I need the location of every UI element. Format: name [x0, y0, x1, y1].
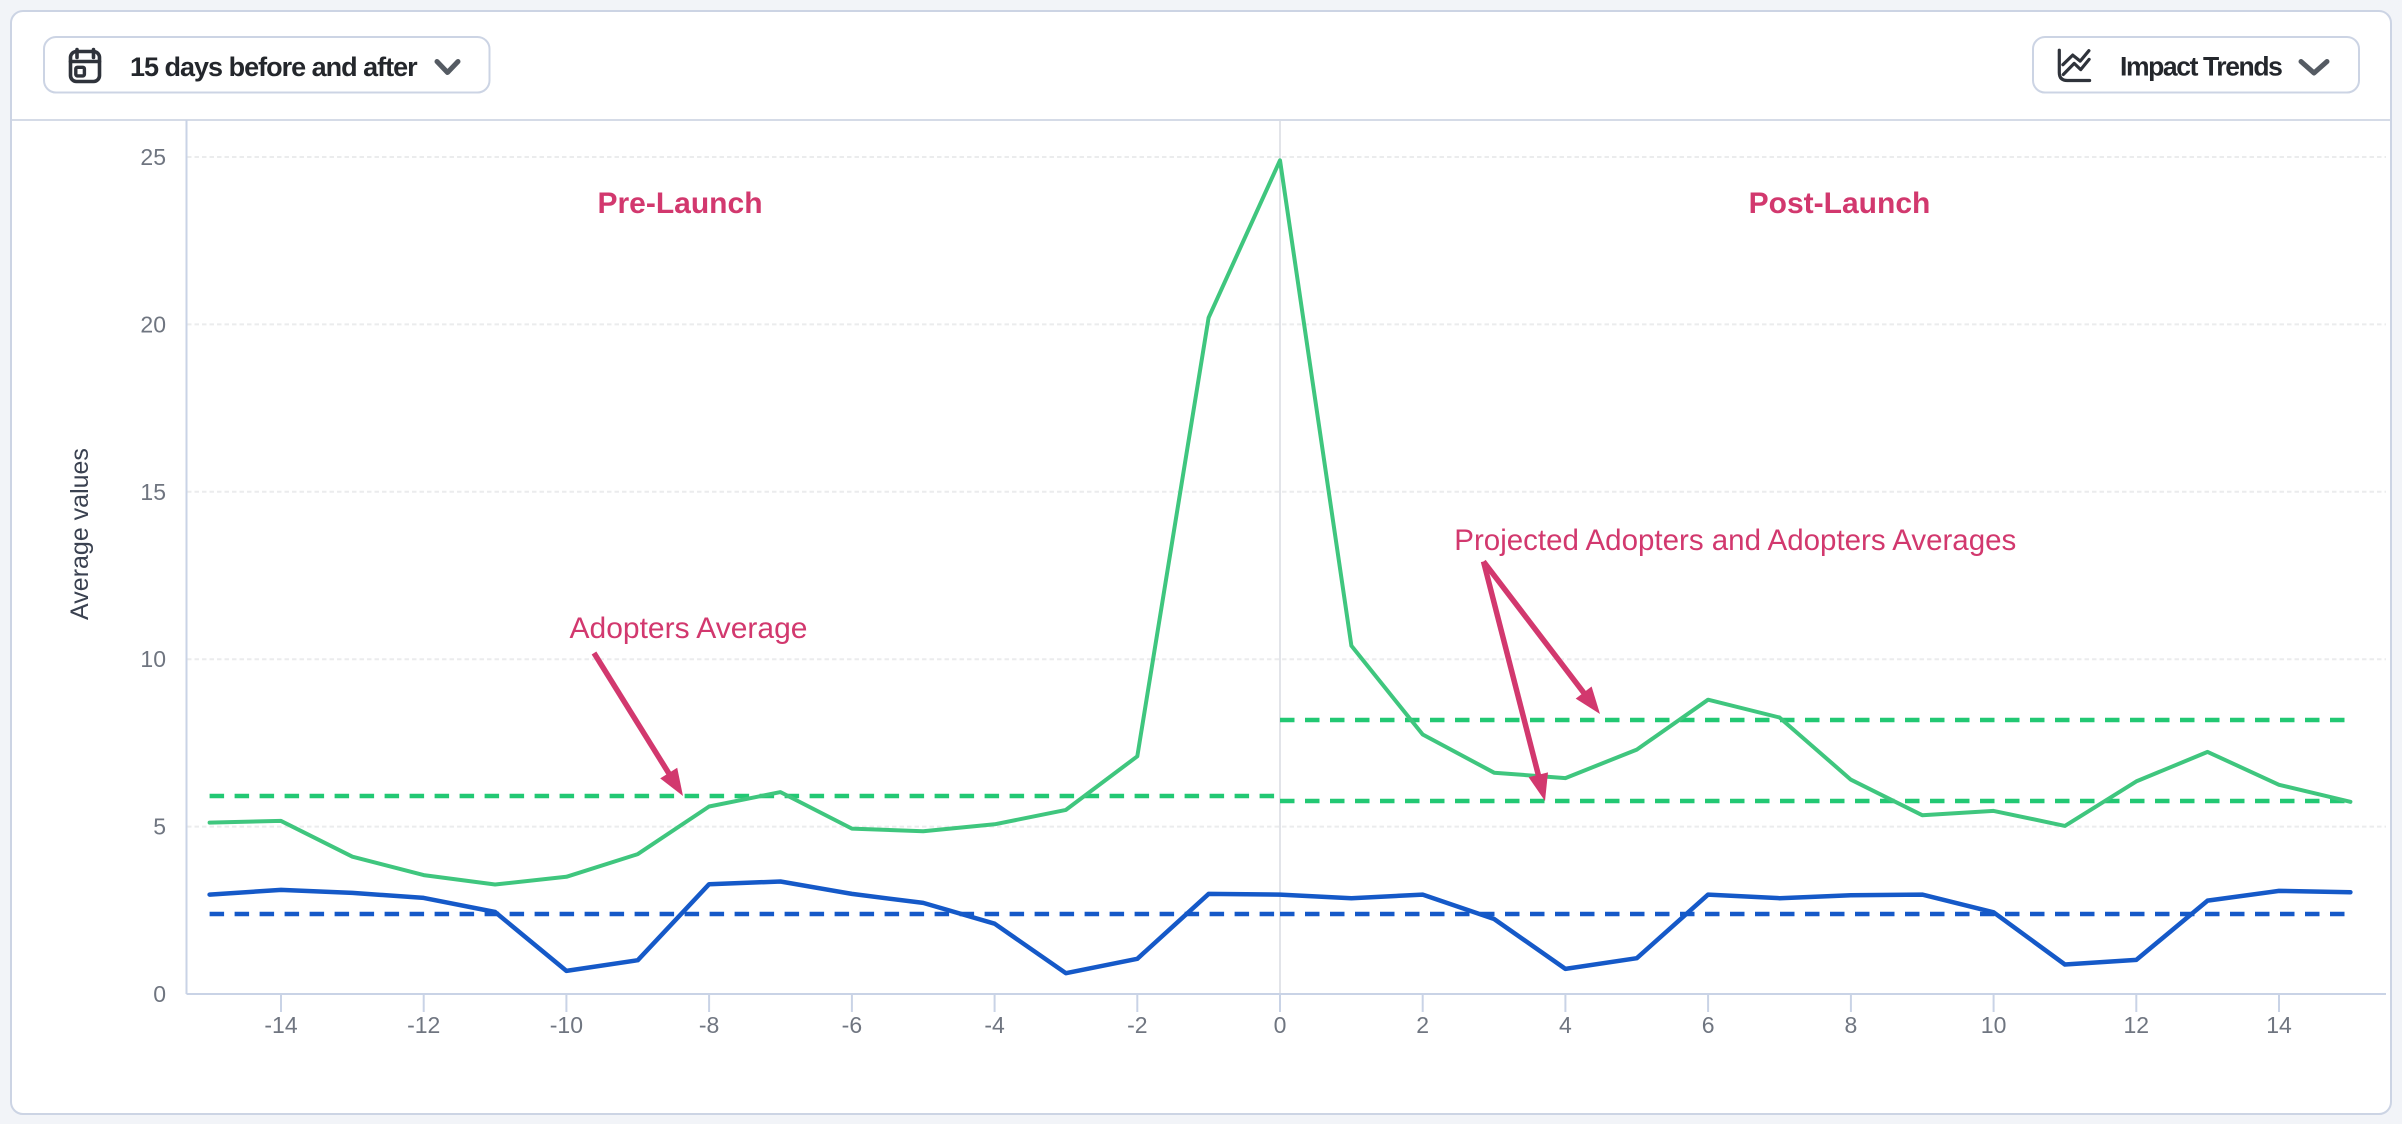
svg-text:Projected Adopters and Adopter: Projected Adopters and Adopters Averages [1454, 524, 2016, 557]
svg-text:10: 10 [140, 646, 166, 672]
svg-text:2: 2 [1416, 1012, 1429, 1038]
svg-text:Impact Trends: Impact Trends [2120, 52, 2282, 82]
svg-text:20: 20 [140, 311, 166, 337]
svg-text:14: 14 [2266, 1012, 2292, 1038]
svg-text:8: 8 [1845, 1012, 1858, 1038]
svg-text:0: 0 [153, 981, 166, 1007]
svg-text:-6: -6 [842, 1012, 862, 1038]
svg-text:10: 10 [1981, 1012, 2007, 1038]
svg-text:-8: -8 [699, 1012, 719, 1038]
svg-text:-14: -14 [264, 1012, 297, 1038]
svg-text:Average values: Average values [66, 448, 94, 620]
svg-text:15: 15 [140, 479, 166, 505]
svg-text:0: 0 [1274, 1012, 1287, 1038]
svg-text:-4: -4 [984, 1012, 1005, 1038]
svg-text:15 days before and after: 15 days before and after [130, 52, 418, 82]
svg-text:-2: -2 [1127, 1012, 1147, 1038]
svg-text:Post-Launch: Post-Launch [1749, 187, 1931, 220]
svg-text:4: 4 [1559, 1012, 1572, 1038]
svg-text:Adopters Average: Adopters Average [570, 612, 808, 645]
svg-text:Pre-Launch: Pre-Launch [597, 187, 762, 220]
svg-text:-10: -10 [550, 1012, 583, 1038]
svg-text:5: 5 [153, 814, 166, 840]
svg-text:-12: -12 [407, 1012, 440, 1038]
svg-text:25: 25 [140, 144, 166, 170]
svg-text:6: 6 [1702, 1012, 1715, 1038]
svg-text:12: 12 [2124, 1012, 2150, 1038]
